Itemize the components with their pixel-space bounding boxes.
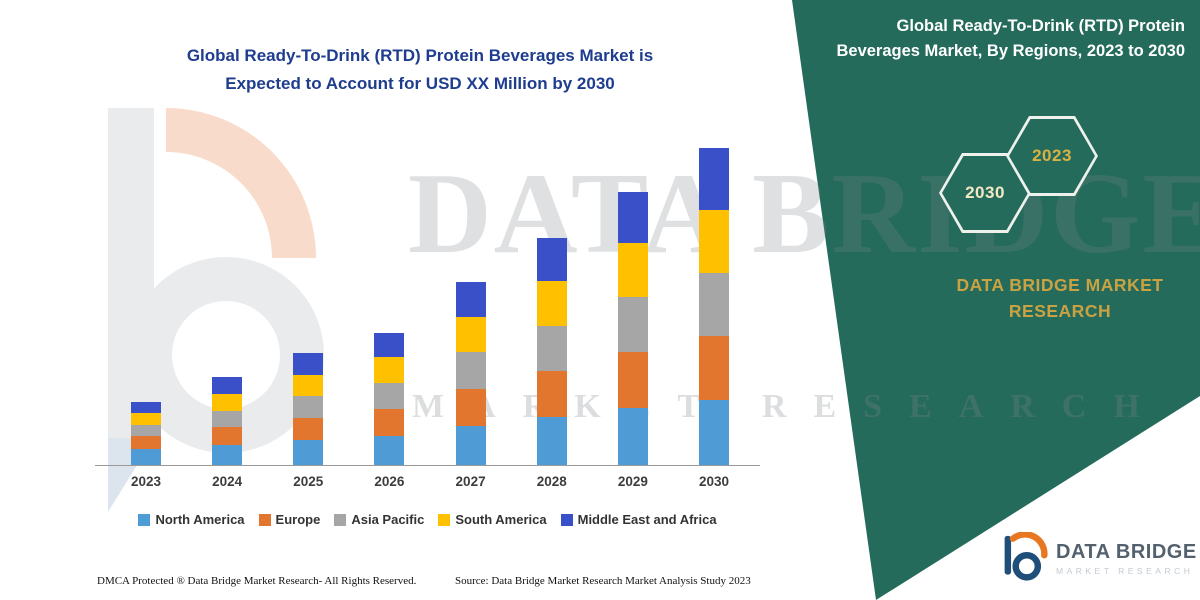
x-axis-label: 2024	[212, 474, 243, 489]
bar-segment	[293, 440, 324, 465]
company-logo-text: DATA BRIDGE MARKET RESEARCH	[1056, 541, 1197, 576]
legend: North America Europe Asia Pacific South Ame…	[85, 512, 770, 527]
x-axis-label: 2023	[130, 474, 162, 489]
legend-item: South America	[438, 512, 547, 527]
x-axis-label: 2025	[293, 474, 324, 489]
page-title: Global Ready-To-Drink (RTD) Protein Beve…	[95, 42, 745, 98]
bar-2024	[212, 377, 243, 465]
bar-2030	[698, 148, 729, 465]
bar-segment	[374, 409, 405, 436]
panel-heading: Global Ready-To-Drink (RTD) Protein Beve…	[836, 17, 1185, 60]
panel-brand-line2: RESEARCH	[1008, 301, 1112, 322]
bar-segment	[293, 375, 324, 396]
page-title-line2: Expected to Account for USD XX Million b…	[225, 74, 615, 94]
bar-segment	[212, 411, 243, 427]
bar-segment	[536, 326, 567, 371]
company-logo-name: DATA BRIDGE	[1056, 540, 1197, 563]
bar-segment	[293, 396, 324, 418]
badge-2023: 2023	[1006, 116, 1098, 196]
watermark-text-secondary: MARKET RESEARCH	[412, 388, 1167, 425]
bar-segment	[698, 148, 729, 210]
bar-segment	[212, 445, 243, 465]
legend-swatch	[334, 513, 347, 526]
x-axis-labels: 2023 2024 2025 2026 2027 2028 2029 2030	[105, 474, 755, 489]
bar-segment	[293, 418, 324, 440]
bar-segment	[131, 425, 161, 436]
bar-segment	[617, 192, 648, 243]
bar-segment	[293, 353, 324, 375]
legend-item: Asia Pacific	[334, 512, 424, 527]
badge-2023-label: 2023	[1032, 146, 1072, 165]
bar-segment	[455, 426, 486, 465]
bar-segment	[536, 417, 567, 465]
legend-label: Middle East and Africa	[577, 512, 717, 527]
bar-segment	[617, 408, 648, 465]
bar-2023	[131, 402, 161, 465]
bar-segment	[455, 282, 486, 317]
legend-item: North America	[138, 512, 245, 527]
bar-segment	[131, 449, 161, 465]
bar-2028	[536, 238, 567, 465]
dmca-notice: DMCA Protected ® Data Bridge Market Rese…	[97, 575, 417, 587]
bar-segment	[212, 427, 243, 445]
bar-segment	[617, 243, 648, 297]
bar-segment	[131, 413, 161, 425]
bar-segment	[455, 389, 486, 426]
legend-swatch	[438, 513, 451, 526]
badge-2030-label: 2030	[965, 183, 1005, 202]
x-axis-label: 2027	[455, 474, 486, 489]
bar-segment	[536, 281, 567, 326]
bar-segment	[536, 238, 567, 281]
bar-segment	[617, 352, 648, 408]
bar-segment	[212, 394, 243, 411]
bar-segment	[455, 352, 486, 389]
bar-segment	[698, 336, 729, 400]
bar-segment	[617, 297, 648, 352]
source-note: Source: Data Bridge Market Research Mark…	[455, 575, 751, 587]
page-title-line1: Global Ready-To-Drink (RTD) Protein Beve…	[186, 46, 654, 65]
bar-segment	[698, 400, 729, 465]
bar-segment	[698, 273, 729, 336]
bar-2029	[617, 192, 648, 465]
bar-segment	[212, 377, 243, 394]
legend-swatch	[138, 513, 151, 526]
x-axis-line	[95, 465, 760, 466]
bar-segment	[131, 436, 161, 449]
legend-item: Middle East and Africa	[560, 512, 717, 527]
legend-swatch	[258, 513, 271, 526]
bar-segment	[455, 317, 486, 352]
company-logo-subtext: MARKET RESEARCH	[1056, 565, 1194, 576]
badge-2030: 2030	[939, 153, 1031, 233]
chart-plot	[105, 140, 755, 465]
legend-label: North America	[155, 512, 245, 527]
legend-label: South America	[455, 512, 547, 527]
bar-segment	[374, 333, 405, 357]
bar-segment	[698, 210, 729, 273]
x-axis-label: 2028	[536, 474, 567, 489]
bar-segment	[536, 371, 567, 417]
legend-label: Europe	[275, 512, 321, 527]
panel-brand-line1: DATA BRIDGE MARKET	[956, 275, 1164, 295]
bar-2027	[455, 282, 486, 465]
bar-segment	[374, 357, 405, 383]
bar-2026	[374, 333, 405, 465]
legend-item: Europe	[258, 512, 321, 527]
x-axis-label: 2026	[374, 474, 405, 489]
bar-segment	[374, 383, 405, 409]
data-bridge-logo-icon	[1004, 532, 1048, 581]
x-axis-label: 2030	[698, 474, 730, 489]
company-logo: DATA BRIDGE MARKET RESEARCH	[1000, 532, 1197, 584]
x-axis-label: 2029	[617, 474, 648, 489]
bar-segment	[374, 436, 405, 465]
bar-2025	[293, 353, 324, 465]
legend-label: Asia Pacific	[351, 512, 425, 527]
legend-swatch	[560, 513, 573, 526]
panel-brand: DATA BRIDGE MARKET RESEARCH	[935, 272, 1185, 325]
bar-segment	[131, 402, 161, 413]
